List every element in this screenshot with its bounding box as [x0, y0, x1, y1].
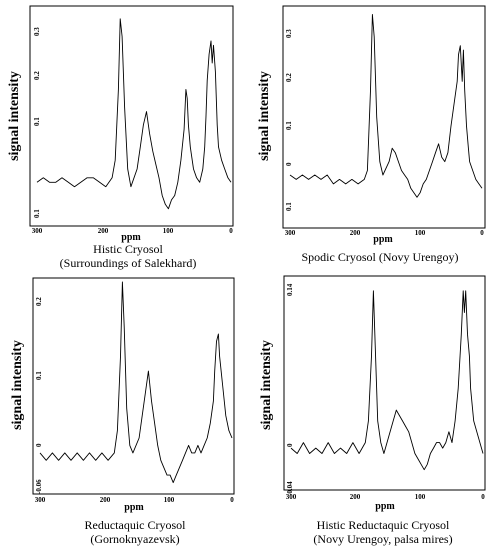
y-tick-label: 0.14: [286, 283, 294, 296]
plot-frame: [29, 5, 234, 227]
y-axis-label: signal intensity: [10, 340, 25, 430]
panel-reductaquic-cryosol: signal intensity ppm -0.06 0 0.1 0.2 300…: [10, 277, 235, 546]
y-tick-label: -0.04: [286, 481, 294, 496]
y-tick-label: 0: [285, 162, 293, 166]
x-tick-label: 100: [415, 229, 426, 237]
x-tick-label: 0: [230, 496, 234, 504]
y-axis-label: signal intensity: [7, 71, 22, 161]
x-tick-label: 0: [480, 229, 484, 237]
x-axis-label: ppm: [124, 502, 144, 513]
panel-spodic-cryosol: signal intensity ppm 0.1 0 0.1 0.2 0.3 3…: [257, 5, 486, 264]
x-axis-label: ppm: [375, 501, 395, 512]
y-tick-label: 0.2: [33, 71, 41, 80]
caption-line: Histic Reductaquic Cryosol: [317, 518, 450, 532]
x-axis-label: ppm: [121, 232, 141, 243]
plot-frame: [283, 275, 486, 491]
spectrum-line: [39, 281, 233, 484]
panel-histic-cryosol: signal intensity ppm 0.1 0.1 0.2 0.3 300…: [7, 5, 234, 270]
x-axis-label: ppm: [373, 234, 393, 245]
panel-histic-reductaquic-cryosol: signal intensity ppm -0.04 0 0.14 300 20…: [259, 275, 486, 546]
x-tick-label: 100: [163, 227, 174, 235]
y-tick-label: 0.1: [33, 117, 41, 126]
x-tick-label: 100: [164, 496, 175, 504]
y-tick-label: -0.06: [35, 479, 43, 494]
x-tick-label: 100: [415, 493, 426, 501]
caption-line: Histic Cryosol: [93, 242, 163, 256]
x-tick-label: 0: [481, 493, 485, 501]
plot-frame: [282, 5, 486, 229]
x-tick-label: 300: [35, 496, 46, 504]
y-tick-label: 0.2: [285, 73, 293, 82]
x-tick-label: 0: [229, 227, 233, 235]
x-tick-label: 200: [100, 496, 111, 504]
x-tick-label: 300: [286, 493, 297, 501]
x-tick-label: 300: [285, 229, 296, 237]
y-tick-label: 0.1: [285, 121, 293, 130]
caption-line: Spodic Cryosol (Novy Urengoy): [302, 250, 459, 264]
spectrum-line: [36, 18, 232, 210]
plot-frame: [32, 277, 235, 495]
y-axis-label: signal intensity: [257, 71, 272, 161]
y-tick-label: 0.1: [285, 202, 293, 211]
x-tick-label: 200: [350, 493, 361, 501]
y-tick-label: 0.3: [285, 29, 293, 38]
y-tick-label: 0.1: [33, 209, 41, 218]
spectrum-line: [290, 290, 484, 471]
x-tick-label: 200: [98, 227, 109, 235]
y-tick-label: 0: [286, 443, 294, 447]
x-tick-label: 200: [350, 229, 361, 237]
spectrum-line: [289, 14, 483, 198]
y-axis-label: signal intensity: [259, 340, 274, 430]
caption-line: (Surroundings of Salekhard): [60, 256, 197, 270]
y-tick-label: 0.3: [33, 27, 41, 36]
x-tick-label: 300: [32, 227, 43, 235]
y-tick-label: 0.1: [35, 371, 43, 380]
caption-line: (Novy Urengoy, palsa mires): [313, 532, 452, 546]
y-tick-label: 0: [35, 443, 43, 447]
caption-line: Reductaquic Cryosol: [85, 518, 187, 532]
y-tick-label: 0.2: [35, 297, 43, 306]
caption-line: (Gornoknyazevsk): [90, 532, 179, 546]
